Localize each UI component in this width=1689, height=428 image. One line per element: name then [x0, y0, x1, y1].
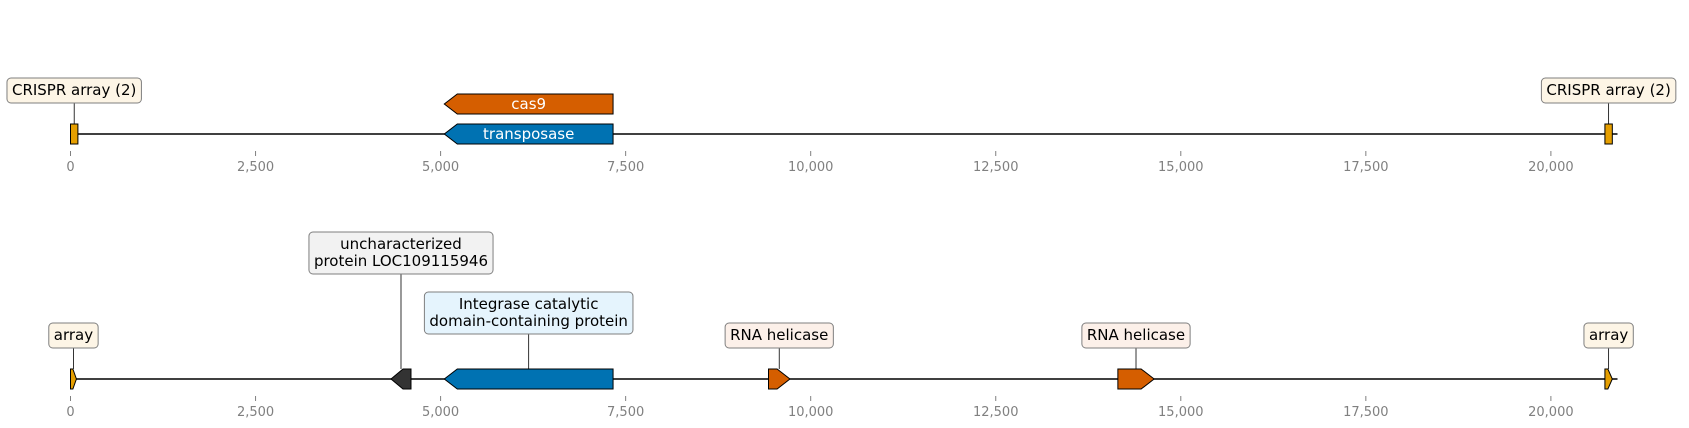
rna-helicase-2-label-frame [1081, 322, 1191, 349]
axis-tick-label: 20,000 [1528, 405, 1574, 420]
cas9-feature-arrow[interactable] [443, 93, 614, 115]
axis-tick-label: 12,500 [973, 405, 1019, 420]
transposase-feature-arrow[interactable] [443, 123, 614, 145]
crispr-right-label-box: CRISPR array (2) [1540, 77, 1677, 104]
cas9-label: cas9 [511, 95, 546, 113]
uncharacterized-feature-arrow[interactable] [390, 368, 412, 390]
array-left-feature-arrow[interactable] [70, 368, 77, 390]
rna-helicase-1-label-frame [724, 322, 834, 349]
crispr-right-label-frame [1540, 77, 1677, 104]
crispr-right-feature-arrow[interactable] [1604, 123, 1613, 145]
integrase-label-frame [423, 291, 634, 335]
axis-tick-label: 5,000 [422, 405, 459, 420]
array-left-label-box: array [48, 322, 99, 349]
rna-helicase-2-label-box: RNA helicase [1081, 322, 1191, 349]
integrase-feature-arrow[interactable] [443, 368, 614, 390]
axis-tick-label: 15,000 [1158, 405, 1204, 420]
transposase-label: transposase [483, 125, 574, 143]
axis-tick-label: 17,500 [1343, 160, 1389, 175]
array-left-label-line: array [54, 326, 93, 344]
crispr-right-label-line: CRISPR array (2) [1546, 81, 1670, 99]
uncharacterized-label-line: protein LOC109115946 [314, 252, 488, 270]
array-right-label-frame [1583, 322, 1634, 349]
integrase-label-line: domain-containing protein [429, 312, 628, 330]
axis-tick-label: 17,500 [1343, 405, 1389, 420]
axis-tick-label: 15,000 [1158, 160, 1204, 175]
crispr-left-feature-arrow[interactable] [70, 123, 79, 145]
track-1: 0 2,500 5,000 7,500 10,000 12,500 15,000 17,500… [6, 77, 1677, 175]
rna-helicase-1-label-line: RNA helicase [730, 326, 828, 344]
array-right-label-box: array [1583, 322, 1634, 349]
axis-tick-label: 10,000 [788, 405, 834, 420]
axis-tick-label: 12,500 [973, 160, 1019, 175]
crispr-left-label-line: CRISPR array (2) [12, 81, 136, 99]
track-2: 0 2,500 5,000 7,500 10,000 12,500 15,000 17,500… [48, 231, 1634, 420]
rna-helicase-2-feature-arrow[interactable] [1117, 368, 1155, 390]
crispr-left-label-box: CRISPR array (2) [6, 77, 142, 104]
axis-tick-label: 0 [66, 405, 74, 420]
crispr-left-label-frame [6, 77, 142, 104]
uncharacterized-label-frame [308, 231, 494, 275]
axis-tick-label: 7,500 [607, 160, 644, 175]
axis-tick-label: 20,000 [1528, 160, 1574, 175]
axis-tick-label: 2,500 [237, 160, 274, 175]
axis-tick-label: 2,500 [237, 405, 274, 420]
axis-tick-label: 10,000 [788, 160, 834, 175]
rna-helicase-2-label-line: RNA helicase [1087, 326, 1185, 344]
uncharacterized-label-line: uncharacterized [340, 235, 462, 253]
axis-tick-label: 5,000 [422, 160, 459, 175]
array-left-label-frame [48, 322, 99, 349]
rna-helicase-1-feature-arrow[interactable] [768, 368, 791, 390]
array-right-feature-arrow[interactable] [1604, 368, 1613, 390]
axis-tick-label: 0 [66, 160, 74, 175]
integrase-label-line: Integrase catalytic [459, 295, 599, 313]
axis-tick-label: 7,500 [607, 405, 644, 420]
rna-helicase-1-label-box: RNA helicase [724, 322, 834, 349]
array-right-label-line: array [1589, 326, 1628, 344]
